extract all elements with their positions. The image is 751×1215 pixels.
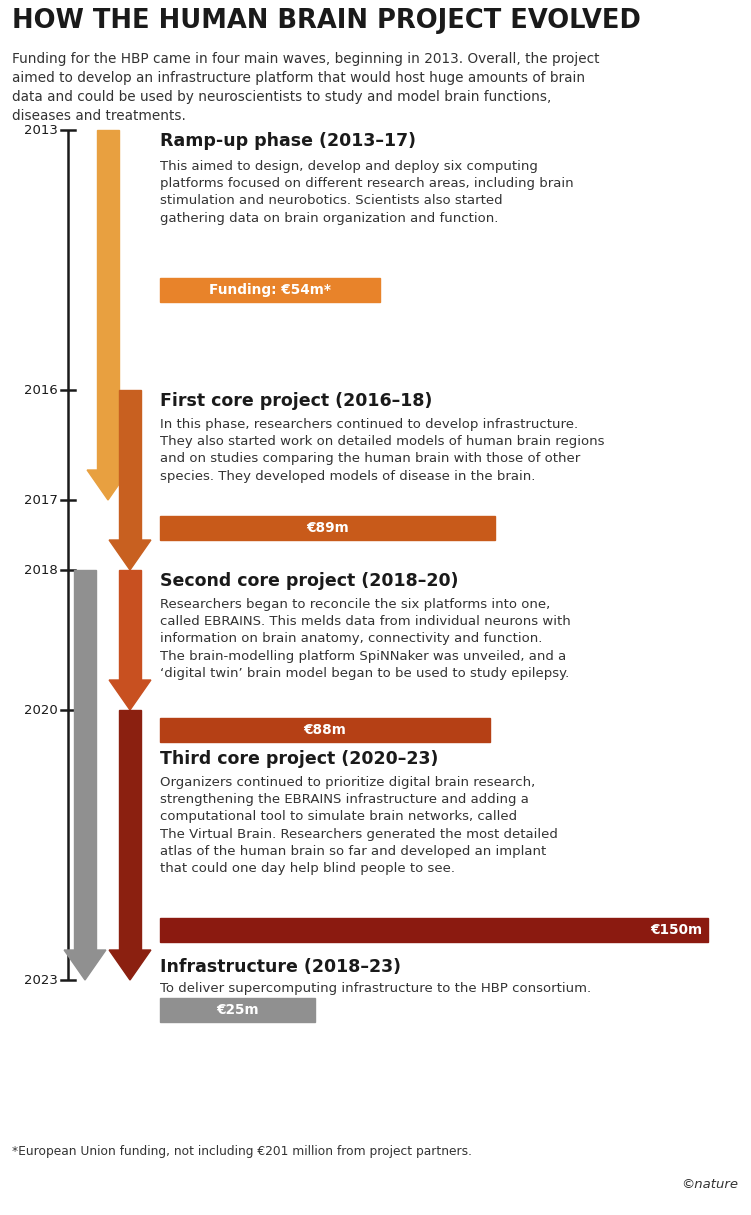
- Text: This aimed to design, develop and deploy six computing
platforms focused on diff: This aimed to design, develop and deploy…: [160, 160, 574, 225]
- Bar: [160, 919, 708, 942]
- Text: €89m: €89m: [306, 521, 349, 535]
- Text: Organizers continued to prioritize digital brain research,
strengthening the EBR: Organizers continued to prioritize digit…: [160, 776, 558, 875]
- Bar: [160, 998, 315, 1022]
- Text: ©nature: ©nature: [681, 1179, 738, 1191]
- Polygon shape: [109, 539, 151, 570]
- Bar: [160, 516, 495, 539]
- Text: Third core project (2020–23): Third core project (2020–23): [160, 750, 439, 768]
- Text: €25m: €25m: [216, 1004, 259, 1017]
- Bar: [160, 278, 380, 303]
- Text: Funding for the HBP came in four main waves, beginning in 2013. Overall, the pro: Funding for the HBP came in four main wa…: [12, 52, 599, 123]
- Polygon shape: [87, 470, 129, 501]
- Text: To deliver supercomputing infrastructure to the HBP consortium.: To deliver supercomputing infrastructure…: [160, 982, 591, 995]
- Text: 2013: 2013: [24, 124, 58, 136]
- Bar: [119, 710, 141, 950]
- Text: 2023: 2023: [24, 973, 58, 987]
- Text: Funding: €54m*: Funding: €54m*: [209, 283, 331, 296]
- Bar: [119, 570, 141, 680]
- Text: Second core project (2018–20): Second core project (2018–20): [160, 572, 459, 590]
- Text: First core project (2016–18): First core project (2016–18): [160, 392, 433, 409]
- Text: HOW THE HUMAN BRAIN PROJECT EVOLVED: HOW THE HUMAN BRAIN PROJECT EVOLVED: [12, 9, 641, 34]
- Bar: [119, 390, 141, 539]
- Text: 2018: 2018: [24, 564, 58, 576]
- Bar: [160, 718, 490, 742]
- Text: €88m: €88m: [303, 723, 346, 738]
- Text: Ramp-up phase (2013–17): Ramp-up phase (2013–17): [160, 132, 416, 149]
- Text: €150m: €150m: [650, 923, 702, 937]
- Bar: [74, 570, 96, 950]
- Text: 2016: 2016: [24, 384, 58, 396]
- Bar: [97, 130, 119, 470]
- Polygon shape: [109, 950, 151, 981]
- Polygon shape: [64, 950, 106, 981]
- Text: Infrastructure (2018–23): Infrastructure (2018–23): [160, 957, 401, 976]
- Text: 2020: 2020: [24, 703, 58, 717]
- Polygon shape: [109, 680, 151, 710]
- Text: *European Union funding, not including €201 million from project partners.: *European Union funding, not including €…: [12, 1145, 472, 1158]
- Text: 2017: 2017: [24, 493, 58, 507]
- Text: Researchers began to reconcile the six platforms into one,
called EBRAINS. This : Researchers began to reconcile the six p…: [160, 598, 571, 680]
- Text: In this phase, researchers continued to develop infrastructure.
They also starte: In this phase, researchers continued to …: [160, 418, 605, 482]
